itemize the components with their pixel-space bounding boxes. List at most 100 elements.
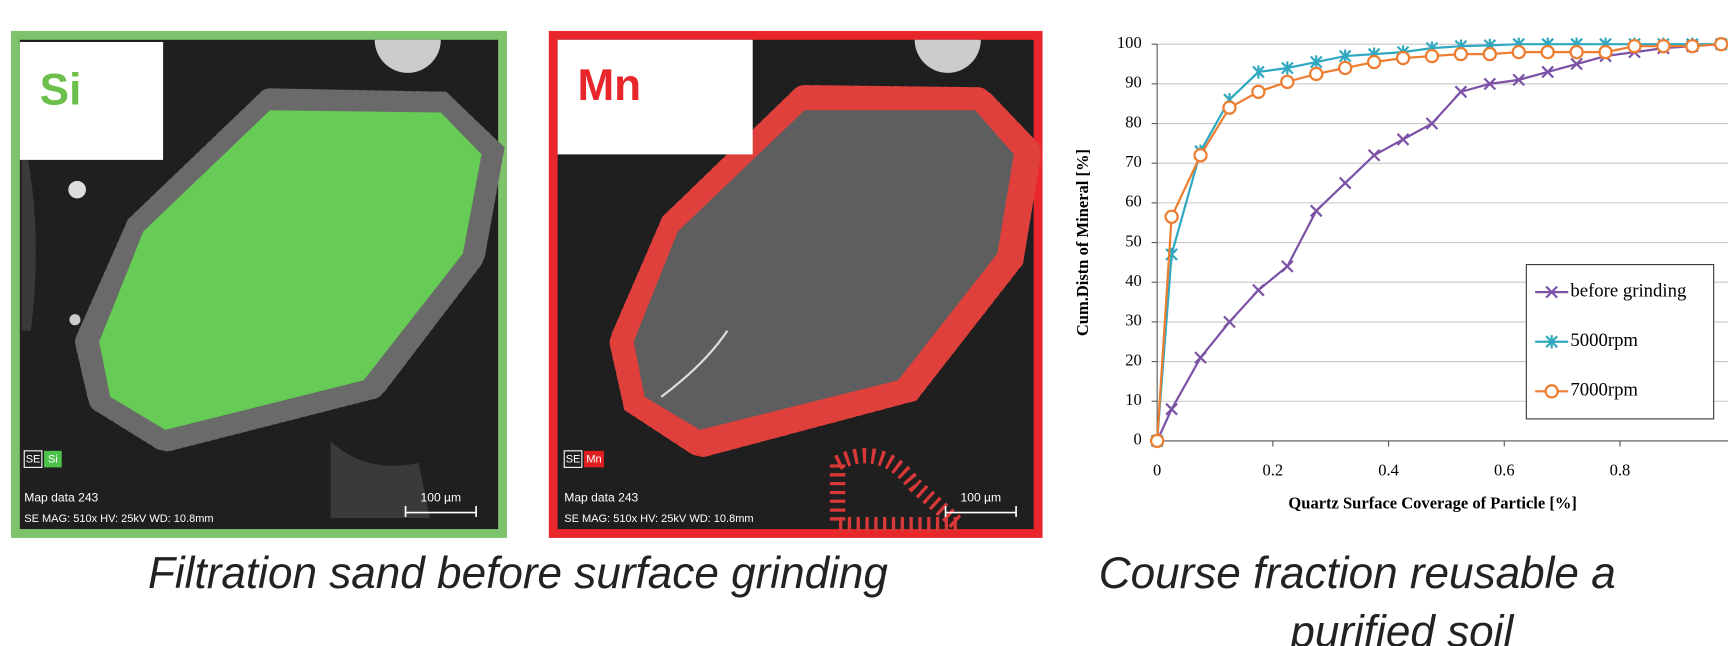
- marker: [1367, 148, 1381, 162]
- scale-label: 100 µm: [420, 490, 461, 504]
- y-tick-label: 60: [1125, 192, 1142, 211]
- legend-label: 7000rpm: [1570, 380, 1638, 401]
- marker: [1281, 260, 1294, 273]
- marker: [1338, 176, 1352, 190]
- y-tick-label: 20: [1125, 350, 1142, 369]
- badge-element: Si: [48, 454, 58, 466]
- marker: [1454, 85, 1468, 99]
- marker: [1280, 74, 1295, 90]
- chart: Cum.Distn of Mineral [%] Quartz Surface …: [1073, 33, 1728, 513]
- x-tick-label: 0.6: [1494, 461, 1515, 480]
- marker: [1252, 65, 1265, 79]
- label-box: [19, 41, 164, 160]
- marker: [1309, 55, 1323, 69]
- y-tick-label: 30: [1125, 311, 1142, 330]
- marker: [1164, 209, 1179, 224]
- marker: [1194, 351, 1207, 364]
- marker: [1545, 285, 1558, 299]
- marker: [1223, 315, 1236, 329]
- badge-element: Mn: [586, 454, 601, 466]
- marker: [1545, 335, 1558, 349]
- sem-crack: [660, 330, 729, 398]
- marker: [1222, 100, 1237, 115]
- mn-particle: [633, 110, 1014, 430]
- caption: purified soil: [1288, 608, 1514, 646]
- badge-se: SE: [566, 454, 581, 466]
- marker: [1338, 49, 1352, 63]
- sem-speck: [374, 39, 441, 73]
- y-tick-label: 90: [1125, 73, 1142, 92]
- y-tick-label: 50: [1125, 231, 1142, 250]
- marker: [1309, 204, 1323, 218]
- caption: Filtration sand before surface grinding: [148, 549, 888, 598]
- y-axis-title: Cum.Distn of Mineral [%]: [1073, 149, 1092, 336]
- marker: [1396, 133, 1410, 146]
- y-tick-label: 70: [1125, 152, 1142, 171]
- map-info: Map data 243: [564, 490, 638, 504]
- marker: [1541, 65, 1554, 79]
- marker: [1540, 44, 1555, 60]
- marker: [1627, 39, 1642, 54]
- marker: [1714, 37, 1728, 52]
- si-map-panel: Si SE Si Map data 243 SE MAG: 510x HV: 2…: [11, 30, 507, 538]
- mn-map-panel: Mn SE Mn Map data 243 SE MAG: 510x HV: 2…: [548, 30, 1043, 538]
- marker: [1570, 57, 1583, 71]
- y-tick-label: 40: [1125, 271, 1142, 290]
- marker: [1482, 46, 1497, 62]
- sem-params: SE MAG: 510x HV: 25kV WD: 10.8mm: [24, 513, 213, 525]
- sem-params: SE MAG: 510x HV: 25kV WD: 10.8mm: [564, 513, 753, 525]
- badge-box: [584, 450, 604, 468]
- sem-texture: [22, 132, 430, 519]
- y-tick-label: 80: [1125, 112, 1142, 131]
- y-tick-label: 100: [1117, 33, 1142, 52]
- marker: [1338, 60, 1353, 76]
- series-line: [1156, 43, 1728, 441]
- marker: [1193, 148, 1208, 163]
- caption: Course fraction reusable a: [1099, 549, 1616, 598]
- sem-speck: [914, 39, 981, 73]
- scale-bar: [404, 505, 477, 517]
- marker: [1395, 50, 1411, 66]
- marker: [1251, 84, 1266, 99]
- scale-label: 100 µm: [960, 490, 1001, 504]
- mn-rim: [608, 84, 1043, 459]
- element-label: Si: [40, 65, 82, 114]
- badge-box: [23, 450, 43, 468]
- marker: [1425, 117, 1439, 130]
- sem-speck: [69, 314, 81, 326]
- marker: [1685, 39, 1700, 54]
- y-tick-label: 0: [1133, 430, 1141, 449]
- x-tick-label: 0.8: [1610, 461, 1631, 480]
- x-axis-title: Quartz Surface Coverage of Particle [%]: [1288, 494, 1576, 513]
- marker: [1544, 384, 1559, 399]
- marker: [1656, 39, 1671, 54]
- x-tick-label: 0.4: [1378, 461, 1399, 480]
- si-particle: [99, 110, 482, 430]
- scale-bar: [944, 505, 1017, 517]
- badge-se: SE: [26, 454, 41, 466]
- x-tick-label: 0.2: [1263, 461, 1284, 480]
- map-info: Map data 243: [24, 490, 98, 504]
- marker: [1281, 61, 1294, 75]
- legend-label: before grinding: [1570, 280, 1686, 301]
- marker: [1165, 247, 1178, 262]
- label-box: [557, 39, 753, 155]
- series-line: [1156, 43, 1728, 442]
- x-tick-label: 0: [1153, 461, 1161, 480]
- series-line: [1156, 43, 1728, 442]
- y-tick-label: 10: [1125, 390, 1142, 409]
- legend-label: 5000rpm: [1570, 330, 1638, 351]
- marker: [1512, 73, 1526, 87]
- marker: [1366, 54, 1382, 70]
- badge-box: [563, 450, 583, 468]
- marker: [1453, 46, 1469, 62]
- marker: [1511, 44, 1526, 60]
- marker: [1309, 66, 1324, 82]
- marker: [1252, 283, 1265, 297]
- marker: [1598, 44, 1613, 60]
- element-label: Mn: [577, 61, 641, 110]
- marker: [1569, 44, 1584, 60]
- marker: [1149, 433, 1165, 449]
